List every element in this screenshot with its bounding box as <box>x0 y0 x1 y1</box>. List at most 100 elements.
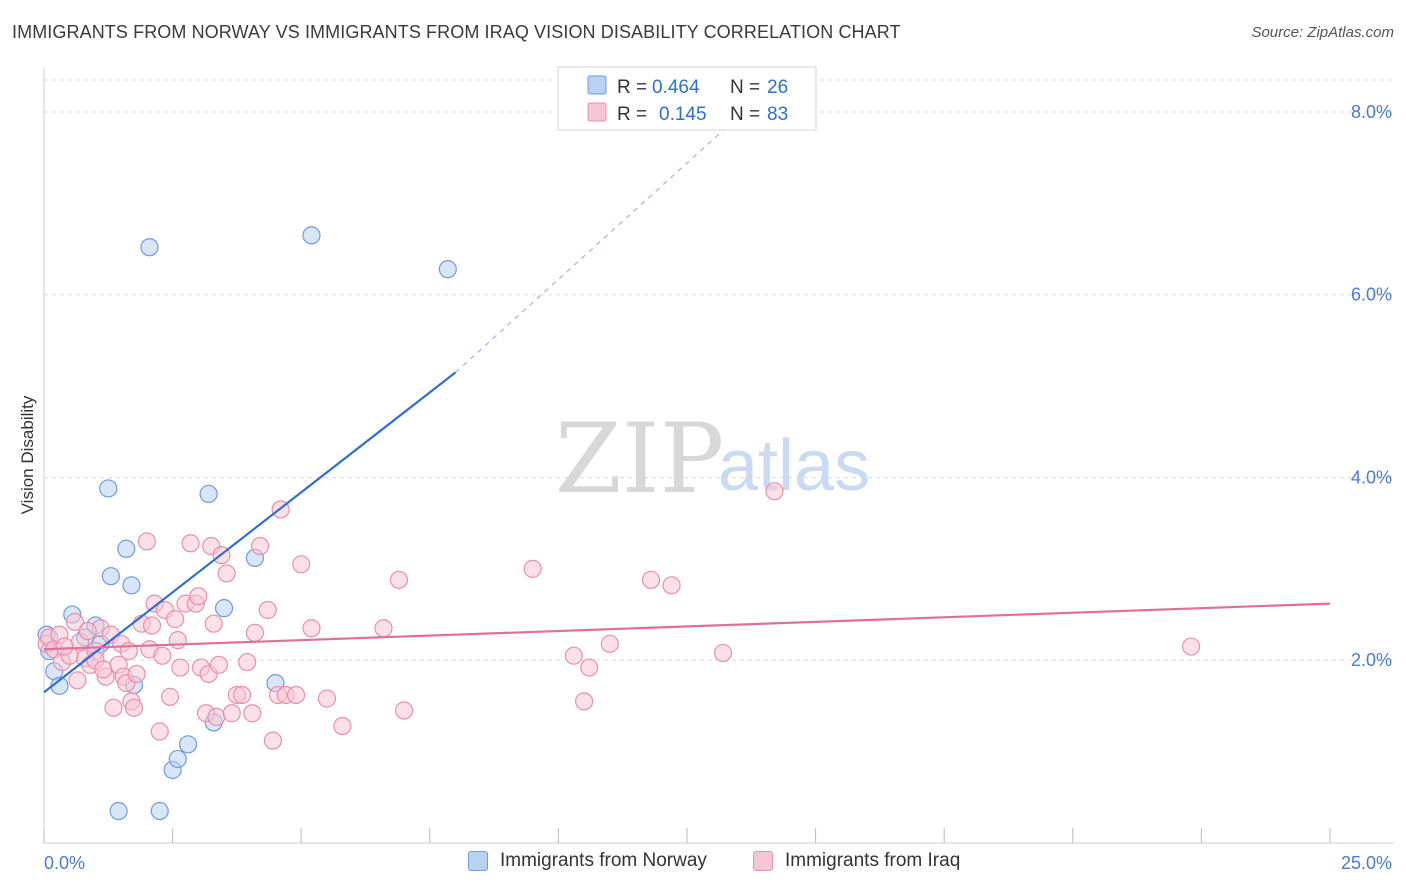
iraq-point <box>55 637 74 656</box>
bottom-legend: Immigrants from Norway Immigrants from I… <box>0 850 1406 880</box>
legend-r-label-iraq: R = <box>617 104 647 125</box>
legend-n-label-norway: N = <box>730 77 760 98</box>
source-label: Source: ZipAtlas.com <box>1251 24 1394 41</box>
y-tick-label: 6.0% <box>1351 285 1392 305</box>
iraq-point <box>250 536 270 556</box>
chart-title: IMMIGRANTS FROM NORWAY VS IMMIGRANTS FRO… <box>12 22 901 42</box>
legend-swatch-norway-bottom <box>468 851 488 871</box>
tick-labels: 2.0% 4.0% 6.0% 8.0% 0.0% 25.0% <box>44 102 1392 873</box>
iraq-point <box>65 612 84 631</box>
iraq-point <box>575 692 594 711</box>
legend-label-norway: Immigrants from Norway <box>500 850 707 871</box>
x-tick-label: 0.0% <box>44 853 85 873</box>
iraq-point <box>171 658 190 677</box>
y-axis-title: Vision Disability <box>18 395 37 514</box>
iraq-point <box>168 631 187 650</box>
iraq-point <box>207 707 226 726</box>
norway-points <box>37 226 457 821</box>
iraq-point <box>564 646 583 665</box>
norway-trend-extension <box>455 116 739 373</box>
iraq-points <box>37 482 1201 750</box>
iraq-point <box>765 482 784 501</box>
x-tick-label: 25.0% <box>1341 853 1392 873</box>
axes-layer <box>43 68 1394 844</box>
iraq-point <box>302 619 321 638</box>
iraq-point <box>68 671 87 690</box>
watermark-atlas: atlas <box>718 426 870 506</box>
iraq-point <box>292 555 311 574</box>
norway-point <box>109 801 128 821</box>
iraq-point <box>217 564 236 583</box>
iraq-point <box>153 646 172 665</box>
iraq-point <box>662 576 681 595</box>
iraq-point <box>580 658 599 677</box>
legend-n-value-iraq: 83 <box>767 104 788 125</box>
iraq-point <box>713 643 733 663</box>
iraq-point <box>286 685 306 705</box>
legend-n-value-norway: 26 <box>767 77 788 98</box>
legend-label-iraq: Immigrants from Iraq <box>785 850 961 871</box>
norway-point <box>101 567 120 586</box>
iraq-point <box>150 722 169 741</box>
legend-n-label-iraq: N = <box>730 104 760 125</box>
norway-point <box>122 576 141 595</box>
iraq-point <box>641 570 661 589</box>
legend-swatch-iraq-bottom <box>753 851 773 871</box>
iraq-point <box>243 704 262 723</box>
norway-point <box>199 484 218 504</box>
grid-layer <box>44 79 1394 661</box>
iraq-point <box>142 616 162 635</box>
iraq-point <box>181 534 200 553</box>
y-tick-label: 2.0% <box>1351 650 1392 670</box>
iraq-point <box>238 652 257 672</box>
iraq-point <box>317 689 337 708</box>
norway-point <box>99 479 118 498</box>
legend-item-iraq: Immigrants from Iraq <box>753 850 960 872</box>
iraq-point <box>189 587 208 606</box>
iraq-point <box>333 716 352 736</box>
norway-point <box>150 801 169 821</box>
legend-swatch-iraq <box>587 102 607 122</box>
legend-r-value-norway: 0.464 <box>652 77 700 98</box>
watermark: ZIP atlas <box>555 403 870 515</box>
iraq-trend-line <box>43 602 1331 651</box>
iraq-point <box>94 660 113 679</box>
iraq-point <box>389 570 409 589</box>
iraq-point <box>600 634 619 653</box>
norway-point <box>168 749 187 769</box>
norway-point <box>438 260 457 279</box>
y-tick-label: 8.0% <box>1351 102 1392 122</box>
trend-lines <box>43 116 1331 694</box>
iraq-point <box>204 614 223 633</box>
iraq-point <box>523 559 542 578</box>
legend-r-value-iraq: 0.145 <box>659 104 707 125</box>
watermark-zip: ZIP <box>555 403 724 515</box>
iraq-point <box>222 704 241 723</box>
iraq-point <box>374 619 393 638</box>
iraq-point <box>127 664 146 684</box>
norway-trend-line <box>43 371 457 694</box>
iraq-point <box>137 532 156 551</box>
iraq-point <box>394 701 414 720</box>
iraq-point <box>209 655 228 674</box>
norway-point <box>302 226 321 245</box>
iraq-point <box>245 623 265 642</box>
legend-swatch-norway <box>587 75 607 95</box>
iraq-point <box>258 600 277 620</box>
iraq-point <box>166 610 185 629</box>
norway-point <box>117 539 136 558</box>
legend-r-label-norway: R = <box>617 77 647 98</box>
norway-point <box>214 599 234 618</box>
iraq-point <box>160 687 180 706</box>
iraq-point <box>263 731 283 750</box>
iraq-point <box>104 698 123 717</box>
legend-item-norway: Immigrants from Norway <box>468 850 707 872</box>
legend-box: R = 0.464 N = 26 R = 0.145 N = 83 <box>557 66 817 131</box>
iraq-point <box>1182 637 1201 656</box>
norway-point <box>178 735 198 754</box>
iraq-point <box>232 685 252 705</box>
y-tick-label: 4.0% <box>1351 467 1392 487</box>
iraq-point <box>124 698 144 717</box>
iraq-point <box>78 621 97 641</box>
